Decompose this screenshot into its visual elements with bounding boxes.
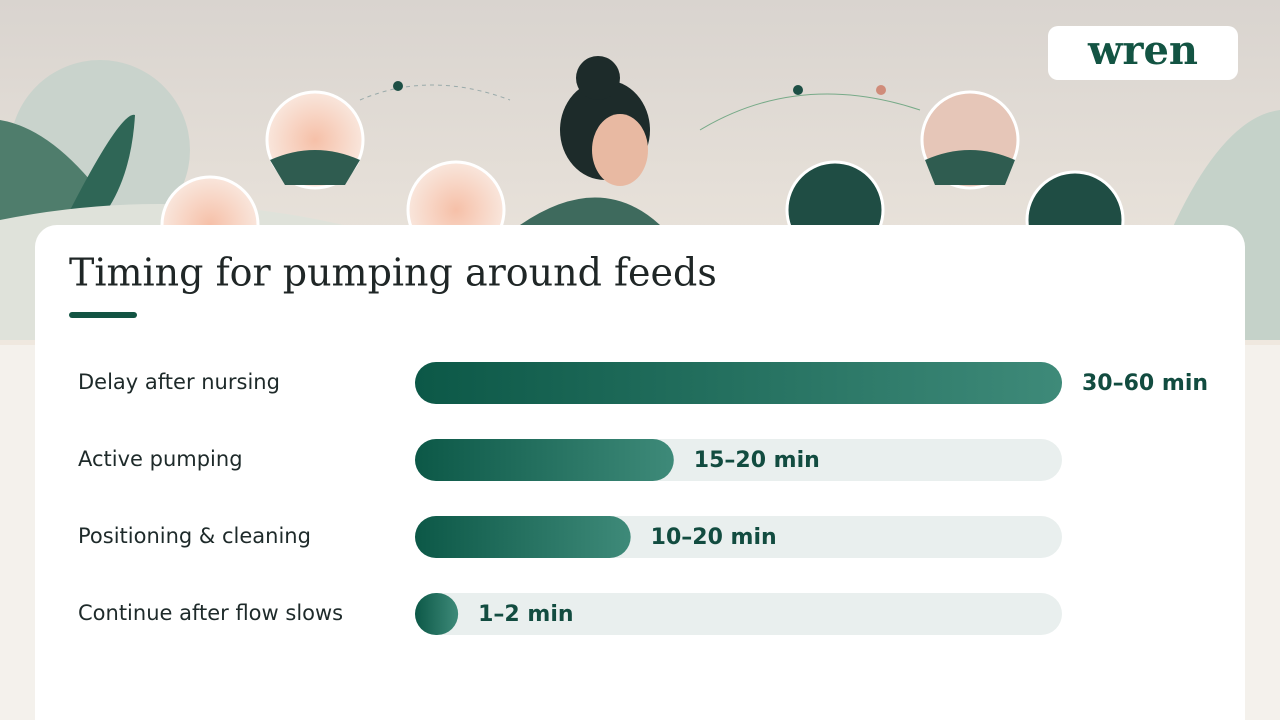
bar <box>415 516 631 558</box>
bar <box>415 439 674 481</box>
value-label: 10–20 min <box>651 525 777 550</box>
category-label: Delay after nursing <box>78 370 280 394</box>
bar <box>415 593 459 635</box>
title-underline <box>69 312 137 318</box>
category-label: Continue after flow slows <box>78 601 343 625</box>
value-label: 30–60 min <box>1082 371 1208 396</box>
bar <box>415 362 1062 404</box>
bar-track <box>415 593 1062 635</box>
value-label: 1–2 min <box>478 602 573 627</box>
value-label: 15–20 min <box>694 448 820 473</box>
category-label: Positioning & cleaning <box>78 524 311 548</box>
chart-title: Timing for pumping around feeds <box>69 251 717 295</box>
category-label: Active pumping <box>78 447 243 471</box>
logo-badge <box>1048 26 1238 80</box>
brand-logo: wren <box>1087 27 1198 74</box>
